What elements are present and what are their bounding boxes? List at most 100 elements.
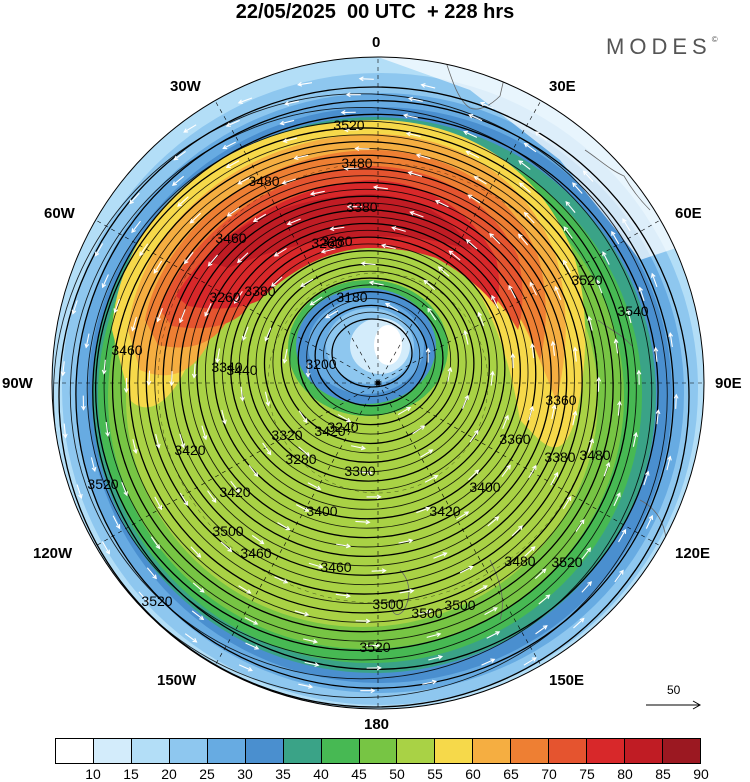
wind-arrow — [101, 274, 109, 289]
wind-arrow — [273, 247, 287, 257]
wind-arrow — [178, 309, 186, 324]
wind-arrow — [215, 348, 221, 364]
wind-arrow — [651, 272, 658, 288]
contour-label: 3380 — [544, 449, 575, 465]
meridian-line — [214, 100, 379, 384]
colorbar-tick-label: 65 — [503, 766, 519, 782]
lon-label-150e: 150E — [549, 672, 585, 689]
height-contour — [75, 99, 675, 689]
wind-arrow — [489, 232, 501, 245]
wind-arrow — [465, 150, 480, 159]
wind-arrow — [358, 76, 374, 82]
height-contour — [204, 216, 529, 529]
contour-label: 3260 — [209, 289, 240, 305]
wind-arrow — [191, 610, 205, 621]
height-contour — [221, 229, 514, 510]
wind-arrow — [391, 226, 406, 232]
coastline — [489, 559, 503, 621]
wind-arrow — [622, 218, 631, 232]
wind-arrow — [282, 137, 298, 143]
wind-arrow — [248, 464, 259, 478]
contour-label: 3460 — [240, 545, 271, 561]
wind-arrow — [62, 423, 68, 439]
contour-label: 3520 — [551, 554, 582, 570]
contour-label: 3420 — [429, 503, 460, 519]
wind-arrow — [474, 585, 488, 594]
wind-arrow — [501, 464, 511, 478]
brand-mark: © — [711, 34, 718, 44]
wind-arrow — [284, 100, 299, 106]
wind-arrow — [366, 494, 382, 500]
wind-arrow — [101, 359, 107, 375]
wind-arrow — [581, 581, 592, 593]
wind-arrow — [150, 536, 161, 550]
wind-arrow — [207, 254, 218, 267]
wind-arrow — [154, 496, 163, 511]
lon-label-30e: 30E — [549, 78, 576, 95]
wind-arrow — [529, 281, 538, 296]
wind-arrow — [360, 688, 376, 694]
wind-arrow — [508, 284, 517, 299]
wind-arrow — [412, 425, 426, 435]
contour-label: 3420 — [219, 484, 250, 500]
height-contour — [230, 236, 506, 501]
wind-arrow — [237, 97, 253, 104]
wind-arrow — [563, 226, 573, 239]
wind-arrow — [467, 194, 481, 204]
meridian-line — [214, 382, 379, 666]
wind-arrow — [286, 218, 301, 226]
contour-label: 3320 — [271, 427, 302, 443]
colorbar-tick-label: 60 — [465, 766, 481, 782]
wind-arrow — [673, 393, 679, 409]
wind-arrow — [397, 406, 412, 416]
contour-label: 3340 — [211, 359, 242, 375]
wind-arrow — [201, 425, 208, 441]
wind-arrow — [490, 370, 495, 386]
colorbar-cell — [321, 739, 360, 763]
wind-arrow — [221, 409, 227, 425]
contour-label: 3520 — [141, 593, 172, 609]
wind-arrow — [270, 276, 283, 288]
wind-arrow — [384, 303, 399, 312]
contour-label: 3200 — [305, 356, 336, 372]
wind-arrow — [655, 409, 661, 425]
wind-vectors — [60, 76, 679, 694]
contour-label: 3280 — [321, 233, 352, 249]
wind-arrow — [329, 226, 345, 232]
colorbar-cell — [56, 739, 94, 763]
wind-arrow — [668, 332, 674, 348]
wind-arrow — [530, 343, 535, 359]
wind-arrow — [468, 469, 480, 481]
wind-arrow — [304, 661, 320, 667]
colorbar-cell — [625, 739, 663, 763]
wind-arrow — [481, 658, 496, 666]
wind-arrow — [484, 607, 498, 616]
wind-arrow — [177, 196, 189, 207]
wind-arrow — [456, 511, 470, 521]
wind-arrow — [587, 315, 593, 331]
wind-arrow — [112, 515, 121, 530]
wind-arrow — [131, 317, 137, 332]
colorbar-tick-label: 55 — [427, 766, 443, 782]
colorbar-labels: 10 15 20 25 30 35 40 45 50 55 60 65 70 75 80 85 90 — [55, 764, 709, 782]
wind-arrow — [156, 307, 163, 323]
wind-arrow — [238, 585, 252, 594]
wind-arrow — [617, 400, 622, 416]
contour-label: 3400 — [306, 503, 337, 519]
wind-arrow — [603, 461, 611, 477]
wind-arrow — [191, 363, 197, 379]
wind-arrow — [233, 291, 243, 304]
colorbar-cell — [131, 739, 170, 763]
wind-arrow — [434, 200, 449, 208]
wind-arrow — [192, 582, 205, 593]
lon-label-120w: 120W — [33, 545, 73, 562]
wind-arrow — [121, 481, 128, 497]
wind-arrow — [264, 327, 272, 342]
contour-label: 3380 — [346, 199, 377, 215]
wind-arrow — [189, 212, 201, 224]
colorbar-cell — [359, 739, 398, 763]
height-contour — [297, 291, 444, 426]
wind-arrow — [380, 243, 396, 250]
contour-label: 3260 — [311, 235, 342, 251]
wind-arrow — [340, 110, 356, 115]
